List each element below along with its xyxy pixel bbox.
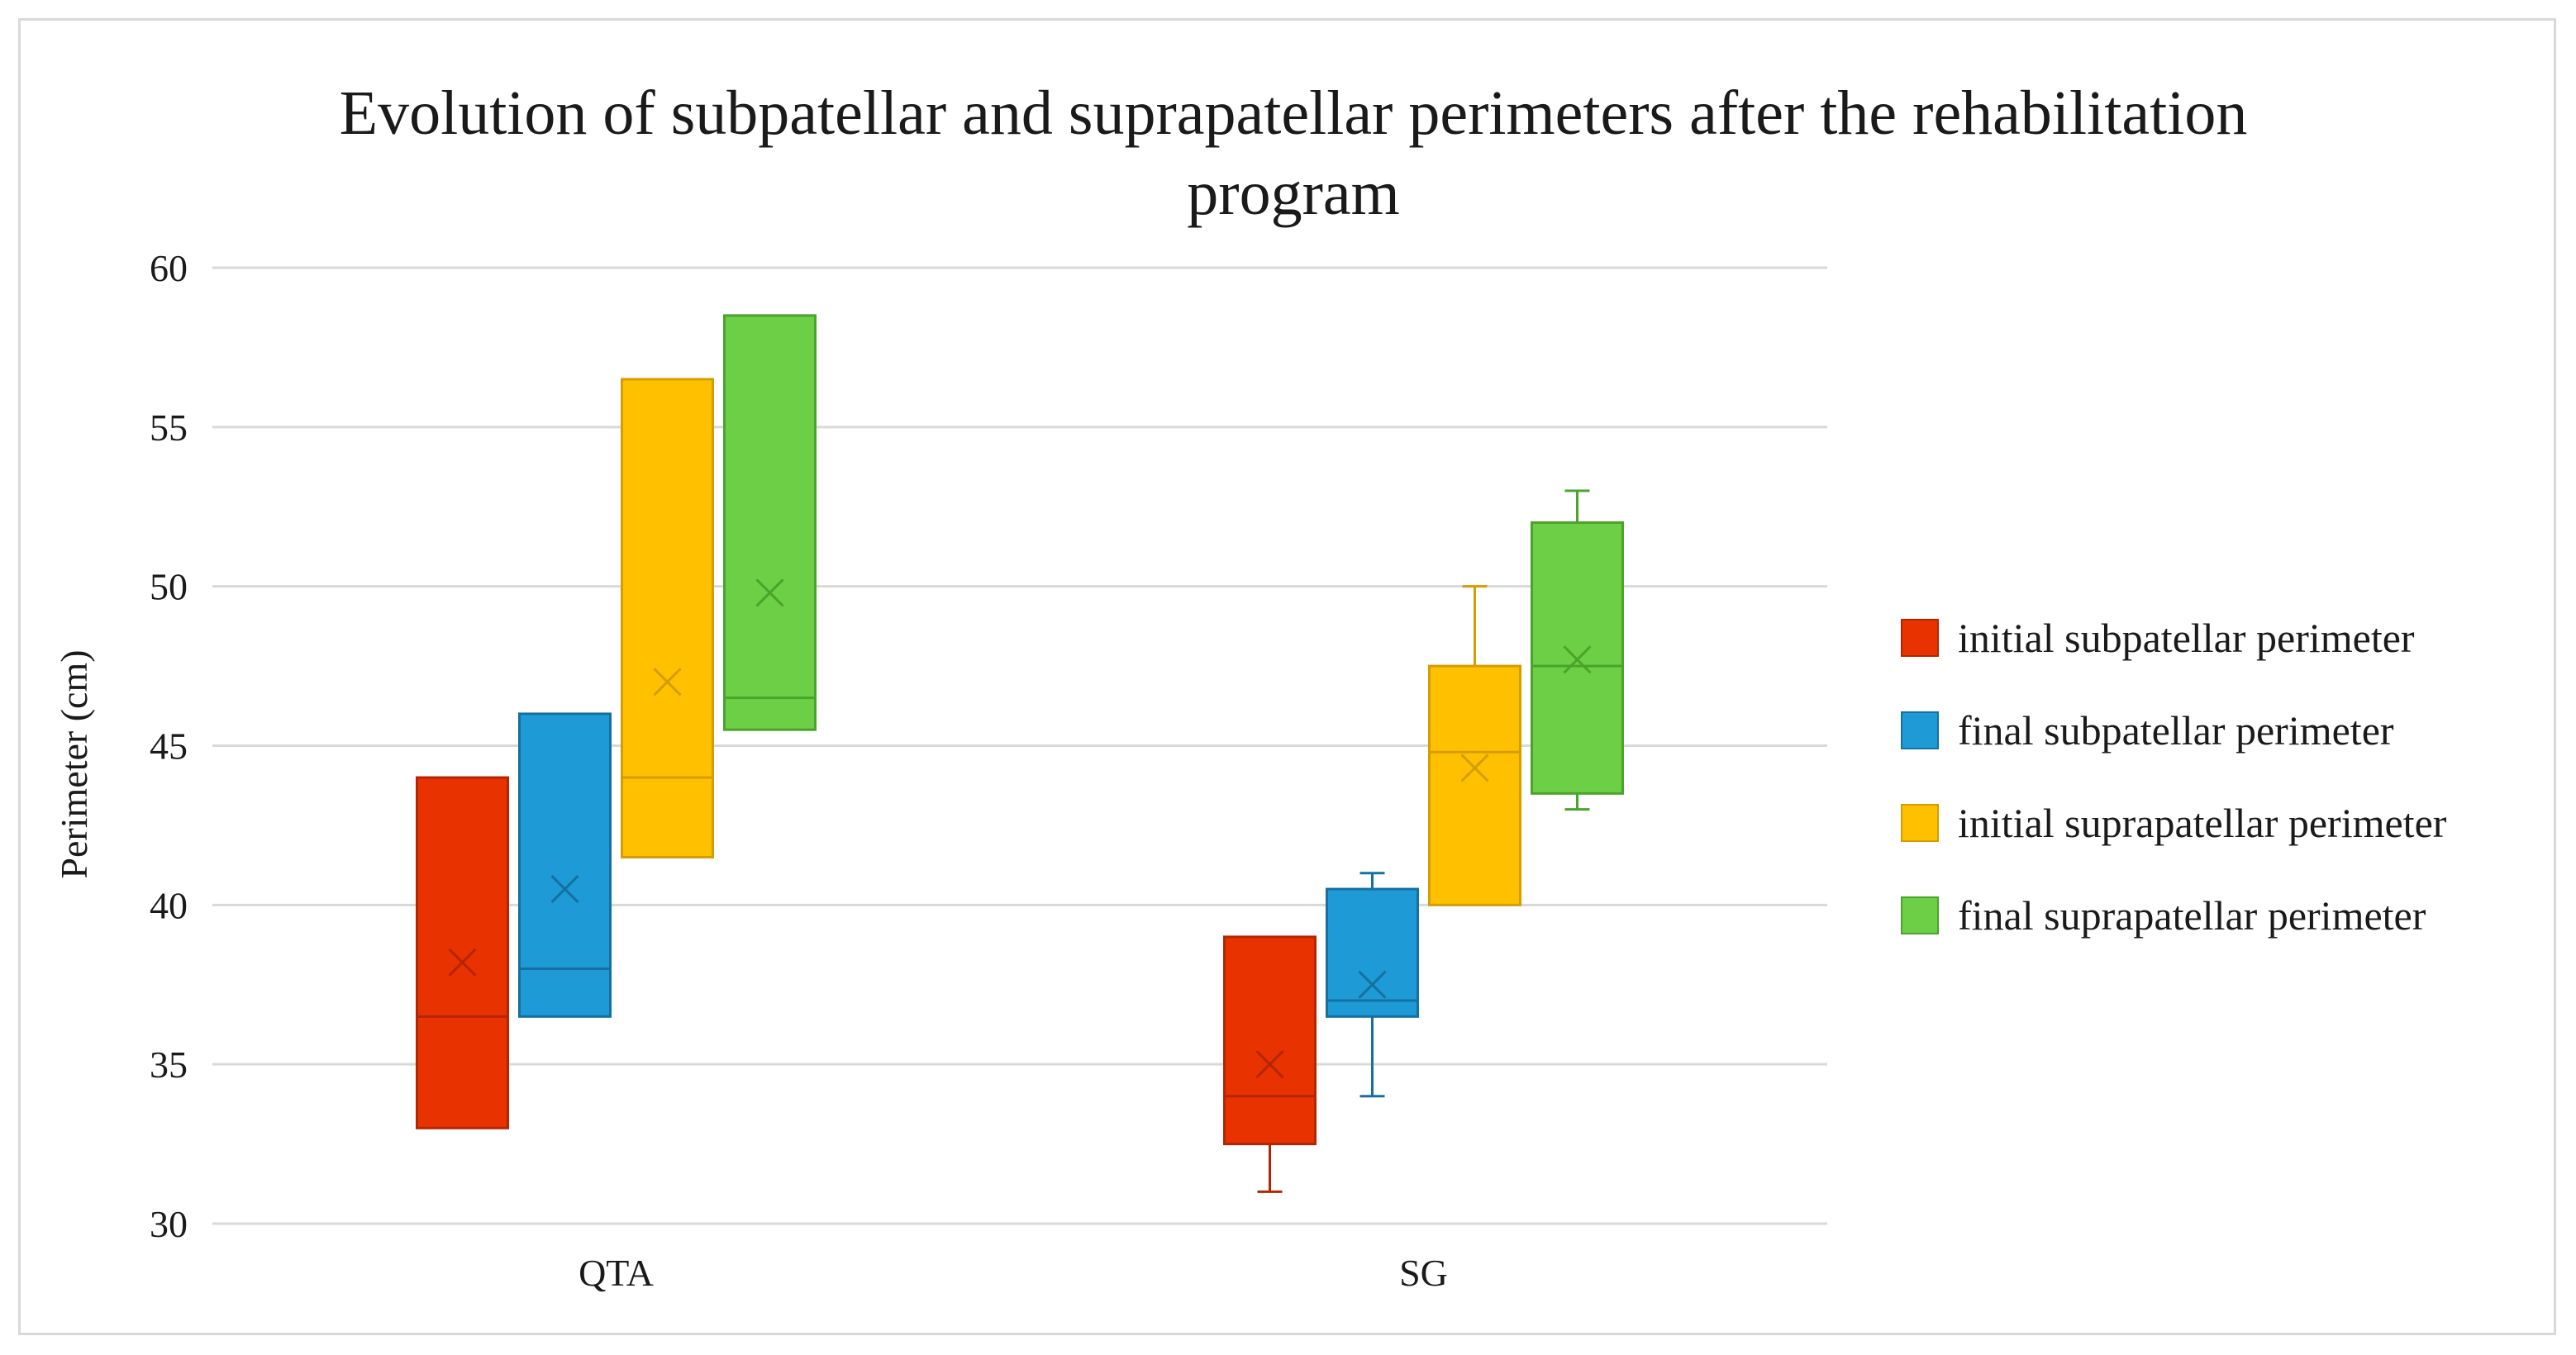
y-tick-60: 60: [150, 247, 188, 289]
chart-title-line1: Evolution of subpatellar and suprapatell…: [340, 78, 2248, 148]
mean-marker-b: [653, 668, 682, 697]
legend-label: final suprapatellar perimeter: [1958, 892, 2426, 939]
mean-marker-b: [550, 874, 579, 904]
y-tick-55: 55: [150, 406, 188, 449]
y-tick-50: 50: [150, 566, 188, 608]
legend-swatch: [1901, 804, 1939, 842]
mean-marker-b: [1358, 970, 1387, 999]
box-0-1: [518, 712, 612, 1018]
mean-marker-b: [448, 948, 477, 977]
legend-swatch: [1901, 711, 1939, 749]
box-1-2: [1428, 585, 1521, 906]
box-1-3: [1531, 489, 1624, 811]
y-tick-45: 45: [150, 725, 188, 768]
legend-item-2: initial suprapatellar perimeter: [1901, 800, 2447, 846]
chart-svg: Evolution of subpatellar and suprapatell…: [53, 78, 2447, 1294]
legend: initial subpatellar perimeter final subpa…: [1901, 615, 2447, 939]
legend-item-0: initial subpatellar perimeter: [1901, 615, 2415, 661]
box-iqr: [518, 712, 612, 1018]
y-tick-40: 40: [150, 884, 188, 926]
box-iqr: [1326, 887, 1419, 1018]
box-iqr: [1223, 935, 1317, 1146]
box-0-2: [621, 378, 714, 858]
y-tick-35: 35: [150, 1044, 188, 1086]
legend-label: initial subpatellar perimeter: [1958, 615, 2415, 661]
x-tick-qta: QTA: [579, 1252, 654, 1294]
box-iqr: [1428, 664, 1521, 906]
chart-frame: Evolution of subpatellar and suprapatell…: [18, 18, 2556, 1335]
legend-swatch: [1901, 896, 1939, 934]
x-tick-sg: SG: [1399, 1252, 1448, 1294]
boxplot-layer: [416, 314, 1624, 1193]
legend-swatch: [1901, 619, 1939, 657]
box-iqr: [621, 378, 714, 858]
mean-marker-b: [1460, 754, 1489, 782]
box-iqr: [723, 314, 817, 731]
mean-marker-b: [755, 578, 784, 607]
box-1-1: [1326, 872, 1419, 1098]
legend-label: initial suprapatellar perimeter: [1958, 800, 2447, 846]
chart-title-line2: program: [1187, 159, 1399, 228]
mean-marker-b: [1563, 645, 1592, 674]
box-1-0: [1223, 935, 1317, 1193]
box-0-3: [723, 314, 817, 731]
box-0-0: [416, 776, 509, 1129]
y-axis-label: Perimeter (cm): [53, 649, 95, 878]
x-tick-labels: QTA SG: [579, 1252, 1448, 1294]
box-iqr: [416, 776, 509, 1129]
y-tick-30: 30: [150, 1203, 188, 1245]
mean-marker-b: [1255, 1050, 1284, 1079]
legend-item-3: final suprapatellar perimeter: [1901, 892, 2426, 939]
legend-label: final subpatellar perimeter: [1958, 707, 2394, 754]
y-tick-labels: 30 35 40 45 50 55 60: [150, 247, 188, 1245]
legend-item-1: final subpatellar perimeter: [1901, 707, 2394, 754]
